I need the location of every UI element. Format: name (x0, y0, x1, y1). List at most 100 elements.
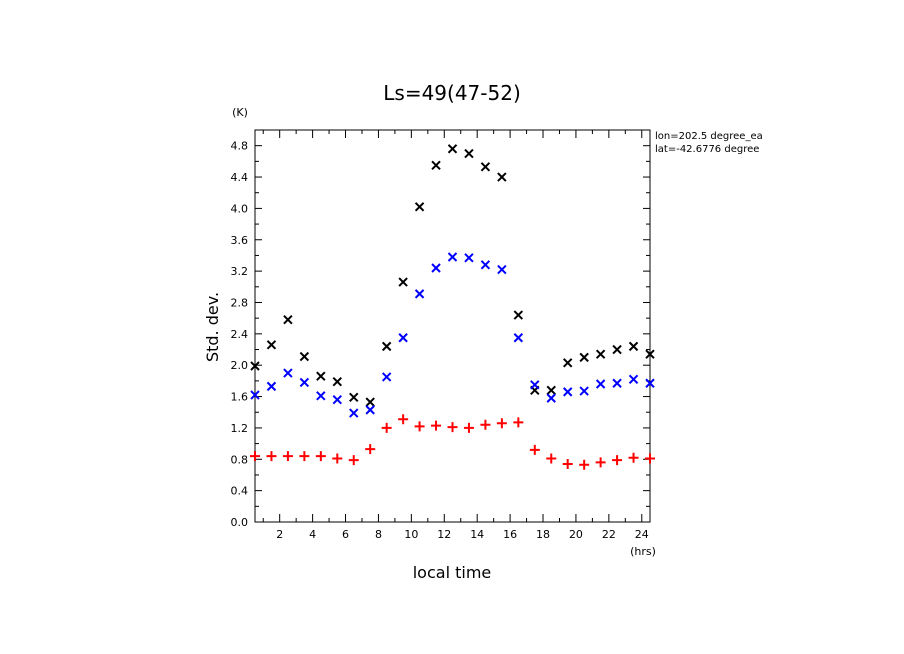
data-point (316, 371, 326, 381)
data-point (447, 252, 458, 262)
data-point (480, 419, 491, 430)
data-point (316, 391, 326, 401)
data-point (266, 381, 277, 392)
data-point (348, 455, 359, 466)
x-tick-label: 14 (470, 528, 484, 541)
data-point (645, 378, 655, 388)
data-point (497, 264, 507, 275)
data-point (266, 451, 277, 462)
data-point (431, 263, 441, 273)
data-point (447, 422, 458, 433)
data-point (595, 349, 606, 359)
data-point (628, 341, 639, 352)
data-point (546, 453, 557, 464)
x-tick-label: 12 (437, 528, 451, 541)
data-point (645, 349, 655, 359)
data-point (250, 390, 260, 400)
data-point (365, 405, 375, 415)
data-marks (250, 144, 655, 470)
data-point (283, 368, 293, 378)
series-2 (250, 414, 655, 470)
data-point (381, 372, 392, 382)
y-tick-label: 3.6 (231, 234, 249, 247)
location-lat-annotation: lat=-42.6776 degree (655, 144, 759, 155)
data-point (546, 393, 556, 403)
data-point (266, 340, 277, 350)
data-point (332, 394, 342, 405)
data-point (365, 397, 375, 407)
y-tick-label: 4.4 (231, 171, 249, 184)
x-tick-label: 4 (309, 528, 316, 541)
data-point (431, 160, 441, 170)
data-point (595, 457, 606, 468)
data-point (414, 289, 425, 299)
data-point (546, 385, 556, 395)
data-point (628, 374, 639, 385)
data-point (480, 260, 491, 270)
y-tick-label: 2.8 (231, 296, 249, 309)
data-point (315, 451, 326, 462)
data-point (513, 310, 524, 320)
y-tick-label: 4.0 (231, 202, 249, 215)
y-axis-unit: (K) (232, 106, 248, 119)
data-point (562, 458, 573, 469)
data-point (513, 417, 524, 428)
data-point (612, 344, 622, 355)
data-point (282, 451, 293, 462)
data-point (464, 148, 474, 159)
data-point (365, 444, 376, 455)
y-tick-label: 2.0 (231, 359, 249, 372)
plot-frame (254, 129, 651, 523)
data-point (497, 172, 507, 182)
data-point (579, 386, 589, 396)
x-tick-label: 20 (569, 528, 583, 541)
data-point (431, 420, 442, 431)
x-tick-label: 6 (342, 528, 349, 541)
series-1 (250, 252, 655, 418)
data-point (349, 408, 359, 418)
x-tick-label: 22 (602, 528, 616, 541)
data-point (463, 422, 474, 433)
data-point (349, 392, 359, 403)
x-tick-label: 24 (635, 528, 649, 541)
data-point (612, 455, 623, 466)
x-tick-label: 10 (404, 528, 418, 541)
data-point (299, 377, 310, 388)
data-point (398, 277, 408, 287)
chart-title: Ls=49(47-52) (383, 81, 521, 105)
x-axis-unit: (hrs) (630, 545, 656, 558)
data-point (513, 333, 524, 343)
data-point (496, 418, 507, 429)
x-tick-label: 2 (276, 528, 283, 541)
data-point (250, 451, 260, 462)
y-tick-label: 3.2 (231, 265, 249, 278)
data-point (529, 444, 540, 455)
y-tick-label: 2.4 (231, 328, 249, 341)
data-point (299, 451, 310, 462)
data-point (414, 421, 425, 432)
data-point (612, 378, 622, 388)
data-point (563, 387, 573, 397)
data-point (579, 352, 589, 363)
data-point (398, 333, 408, 343)
y-tick-label: 0.8 (231, 453, 249, 466)
series-0 (250, 144, 655, 407)
x-axis-label: local time (413, 563, 492, 582)
data-point (563, 358, 573, 368)
data-point (414, 202, 425, 212)
y-tick-label: 0.4 (231, 485, 249, 498)
y-tick-label: 1.2 (231, 422, 249, 435)
data-point (579, 459, 590, 470)
y-tick-label: 1.6 (231, 391, 249, 404)
data-point (332, 453, 343, 464)
location-lon-annotation: lon=202.5 degree_ea (655, 131, 763, 142)
data-point (645, 453, 655, 464)
data-point (480, 162, 491, 172)
x-tick-label: 16 (503, 528, 517, 541)
y-tick-label: 4.8 (231, 140, 249, 153)
data-point (299, 351, 310, 362)
data-point (595, 379, 606, 389)
data-point (381, 422, 392, 433)
data-point (283, 315, 293, 325)
